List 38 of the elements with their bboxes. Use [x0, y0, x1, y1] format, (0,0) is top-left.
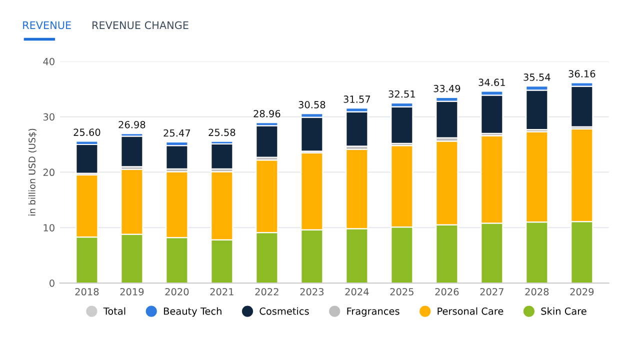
total-label: 33.49 — [434, 84, 460, 92]
text: REVENUE — [23, 21, 71, 30]
legend-label: Cosmetics — [260, 307, 309, 315]
y-tick-label: 40 — [43, 58, 54, 66]
x-tick-label: 2019 — [120, 288, 144, 296]
total-label: 25.60 — [74, 128, 100, 136]
x-tick-label: 2027 — [480, 288, 504, 296]
total-label: 31.57 — [344, 96, 370, 103]
total-label: 26.98 — [118, 120, 146, 128]
y-tick-label: 0 — [50, 280, 54, 287]
legend-label: Skin Care — [541, 307, 586, 315]
legend-label: Personal Care — [438, 307, 504, 315]
x-tick-label: 2026 — [435, 288, 459, 296]
total-label: 36.16 — [568, 70, 596, 78]
total-label: 35.54 — [524, 74, 550, 81]
x-tick-label: 2025 — [390, 288, 414, 296]
text: REVENUE CHANGE — [92, 21, 188, 30]
x-tick-label: 2021 — [210, 288, 234, 296]
y-tick-label: 30 — [43, 113, 54, 121]
y-tick-label: 10 — [44, 224, 54, 232]
x-tick-label: 2022 — [255, 288, 278, 296]
legend-label: Fragrances — [347, 308, 400, 317]
y-axis-title: in billion USD (US$) — [28, 128, 37, 216]
x-tick-label: 2029 — [570, 288, 594, 296]
x-tick-label: 2023 — [300, 288, 324, 296]
legend-label: Total — [103, 307, 126, 315]
x-tick-label: 2028 — [525, 288, 549, 296]
y-tick-label: 20 — [43, 168, 54, 176]
total-label: 34.61 — [478, 78, 505, 86]
total-label: 25.47 — [164, 129, 190, 137]
x-tick-label: 2020 — [165, 288, 189, 296]
total-label: 30.58 — [298, 101, 326, 108]
total-label: 25.58 — [208, 128, 236, 136]
x-tick-label: 2018 — [75, 288, 99, 296]
legend-label: Beauty Tech — [164, 307, 222, 317]
x-tick-label: 2024 — [345, 288, 369, 296]
total-label: 32.51 — [388, 90, 415, 98]
total-label: 28.96 — [254, 110, 280, 118]
